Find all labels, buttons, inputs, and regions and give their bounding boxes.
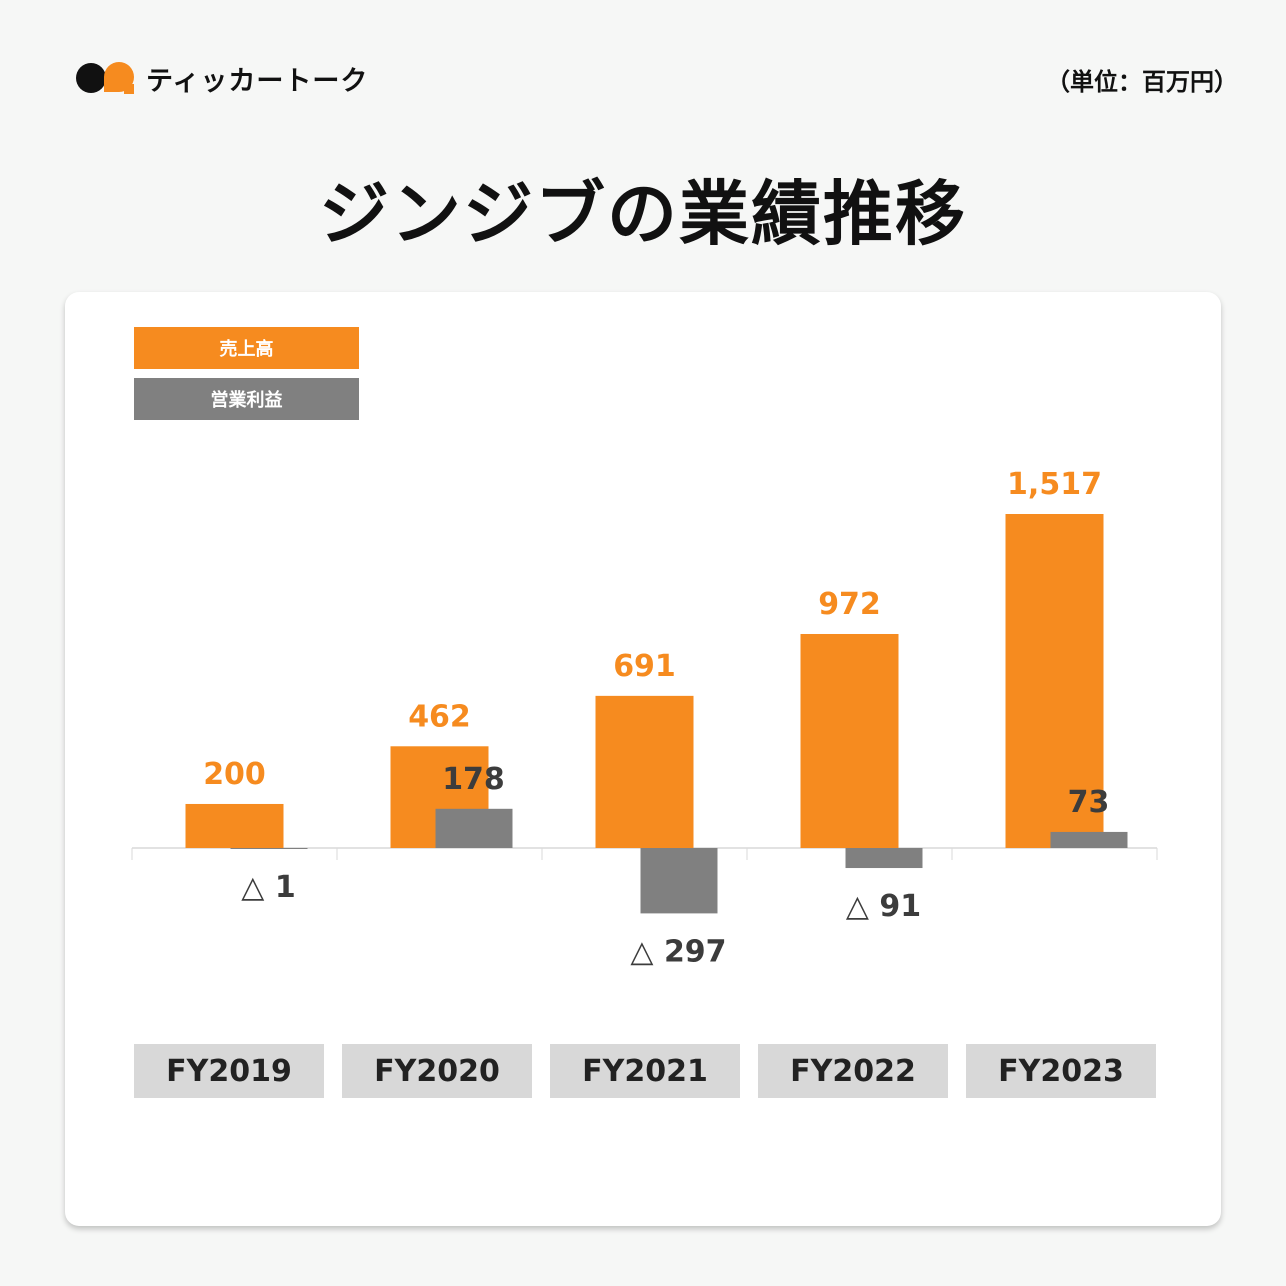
bar-sales [185,803,284,848]
data-label-sales: 1,517 [1007,467,1102,502]
bar-operating-income [435,808,513,848]
legend-sales: 売上高 [134,327,359,369]
data-label-sales: 691 [613,649,676,684]
legend-operating-income: 営業利益 [134,378,359,420]
data-label-operating-income: 178 [442,762,505,797]
data-label-operating-income: △ 91 [846,889,921,924]
bar-sales [1005,514,1104,848]
bar-operating-income [1050,831,1128,848]
data-label-sales: 462 [408,699,471,734]
bar-sales [800,633,899,848]
category-label: FY2022 [758,1044,948,1098]
bar-operating-income [640,848,718,914]
data-label-sales: 200 [203,757,266,792]
logo-icon [76,58,136,98]
data-label-operating-income: 73 [1068,785,1110,820]
bar-chart: 200 △ 1 462 178 691 △ 297 972 △ 91 1,517 73 [131,467,1158,969]
category-label: FY2021 [550,1044,740,1098]
category-label: FY2020 [342,1044,532,1098]
chart-card: 200 △ 1 462 178 691 △ 297 972 △ 91 1,517 73 売上高 営… [65,292,1221,1226]
category-label: FY2019 [134,1044,324,1098]
category-label: FY2023 [966,1044,1156,1098]
page-title: ジンジブの業績推移 [319,173,967,255]
brand-name: ティッカートーク [146,65,369,97]
bar-operating-income [845,848,923,869]
bar-operating-income [230,848,308,849]
data-label-operating-income: △ 1 [241,870,295,905]
brand-logo: ティッカートーク [76,58,368,98]
unit-label: （単位：百万円） [1046,68,1238,96]
bar-sales [595,695,694,848]
data-label-operating-income: △ 297 [630,934,726,969]
data-label-sales: 972 [818,587,881,622]
